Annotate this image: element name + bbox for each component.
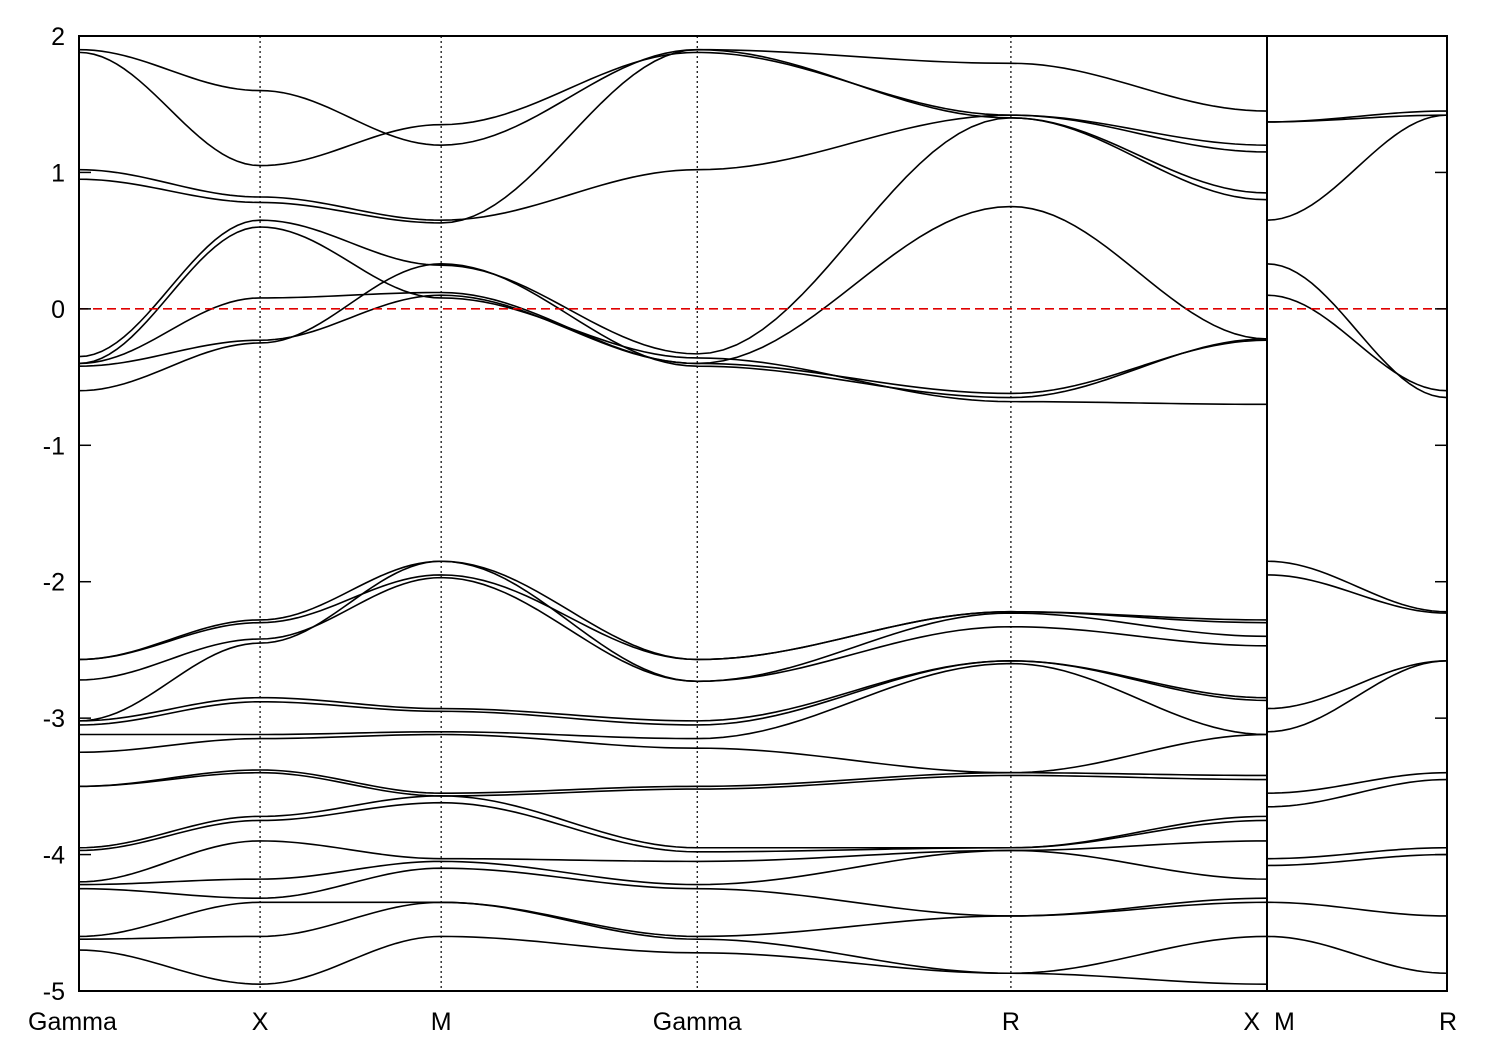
band-line-seg1-15 <box>79 662 1268 740</box>
band-line-seg1-2 <box>79 114 1268 221</box>
band-line-seg1-8 <box>79 226 1268 406</box>
band-line-seg2-7 <box>1266 660 1447 710</box>
band-line-seg1-7 <box>79 263 1268 399</box>
band-line-seg1-18 <box>79 771 1268 797</box>
band-line-seg1-0 <box>79 48 1268 146</box>
band-line-seg1-1 <box>79 51 1268 167</box>
kpoint-label: Gamma <box>28 1008 117 1036</box>
band-line-seg1-21 <box>79 840 1268 883</box>
band-line-seg2-4 <box>1266 294 1447 392</box>
band-line-seg1-24 <box>79 901 1268 938</box>
kpoint-label: X <box>252 1008 269 1036</box>
band-line-seg1-23 <box>79 867 1268 917</box>
band-line-seg1-10 <box>79 574 1268 661</box>
band-line-seg2-9 <box>1266 771 1447 794</box>
band-line-seg2-2 <box>1266 114 1447 221</box>
kpoint-label: X <box>1243 1008 1260 1036</box>
x-axis-kpoint-labels: Gamma X M Gamma R X M R <box>28 1008 1457 1036</box>
band-line-seg1-12 <box>79 560 1268 722</box>
y-axis: -5 -4 -3 -2 -1 0 1 2 <box>43 23 1447 1006</box>
y-tick-label: -1 <box>43 432 65 460</box>
band-line-seg2-1 <box>1266 114 1447 123</box>
band-line-seg2-12 <box>1266 853 1447 867</box>
band-line-seg1-25 <box>79 901 1268 975</box>
kpoint-lines-layer <box>259 36 1012 991</box>
band-line-seg1-14 <box>79 660 1268 726</box>
band-line-seg1-4 <box>79 117 1268 358</box>
band-line-seg1-6 <box>79 294 1268 395</box>
band-line-seg1-20 <box>79 801 1268 853</box>
y-tick-label: -3 <box>43 705 65 733</box>
band-line-seg1-17 <box>79 769 1268 794</box>
band-line-seg1-19 <box>79 795 1268 849</box>
y-tick-label: -2 <box>43 569 65 597</box>
band-line-seg1-26 <box>79 935 1268 985</box>
band-line-seg1-9 <box>79 560 1268 661</box>
plot-border <box>78 35 1448 992</box>
kpoint-label: R <box>1439 1008 1457 1036</box>
band-line-seg2-10 <box>1266 778 1447 808</box>
kpoint-label: M <box>1274 1008 1295 1036</box>
kpoint-label: Gamma <box>653 1008 742 1036</box>
y-tick-label: 1 <box>51 159 65 187</box>
bands-layer <box>79 48 1447 985</box>
band-line-seg2-5 <box>1266 560 1447 613</box>
y-tick-label: 2 <box>51 23 65 51</box>
band-line-seg2-3 <box>1266 263 1447 399</box>
band-line-seg1-22 <box>79 849 1268 886</box>
band-line-seg2-11 <box>1266 846 1447 860</box>
band-line-seg2-6 <box>1266 574 1447 614</box>
plot-frame <box>78 35 1448 992</box>
y-tick-label: -5 <box>43 978 65 1006</box>
band-line-seg2-13 <box>1266 901 1447 917</box>
y-tick-label: 0 <box>51 296 65 324</box>
y-tick-label: -4 <box>43 842 65 870</box>
band-line-seg2-8 <box>1266 660 1447 733</box>
band-line-seg2-14 <box>1266 935 1447 975</box>
band-line-seg1-11 <box>79 576 1268 683</box>
band-line-seg1-16 <box>79 733 1268 774</box>
kpoint-label: M <box>431 1008 452 1036</box>
kpoint-label: R <box>1002 1008 1020 1036</box>
